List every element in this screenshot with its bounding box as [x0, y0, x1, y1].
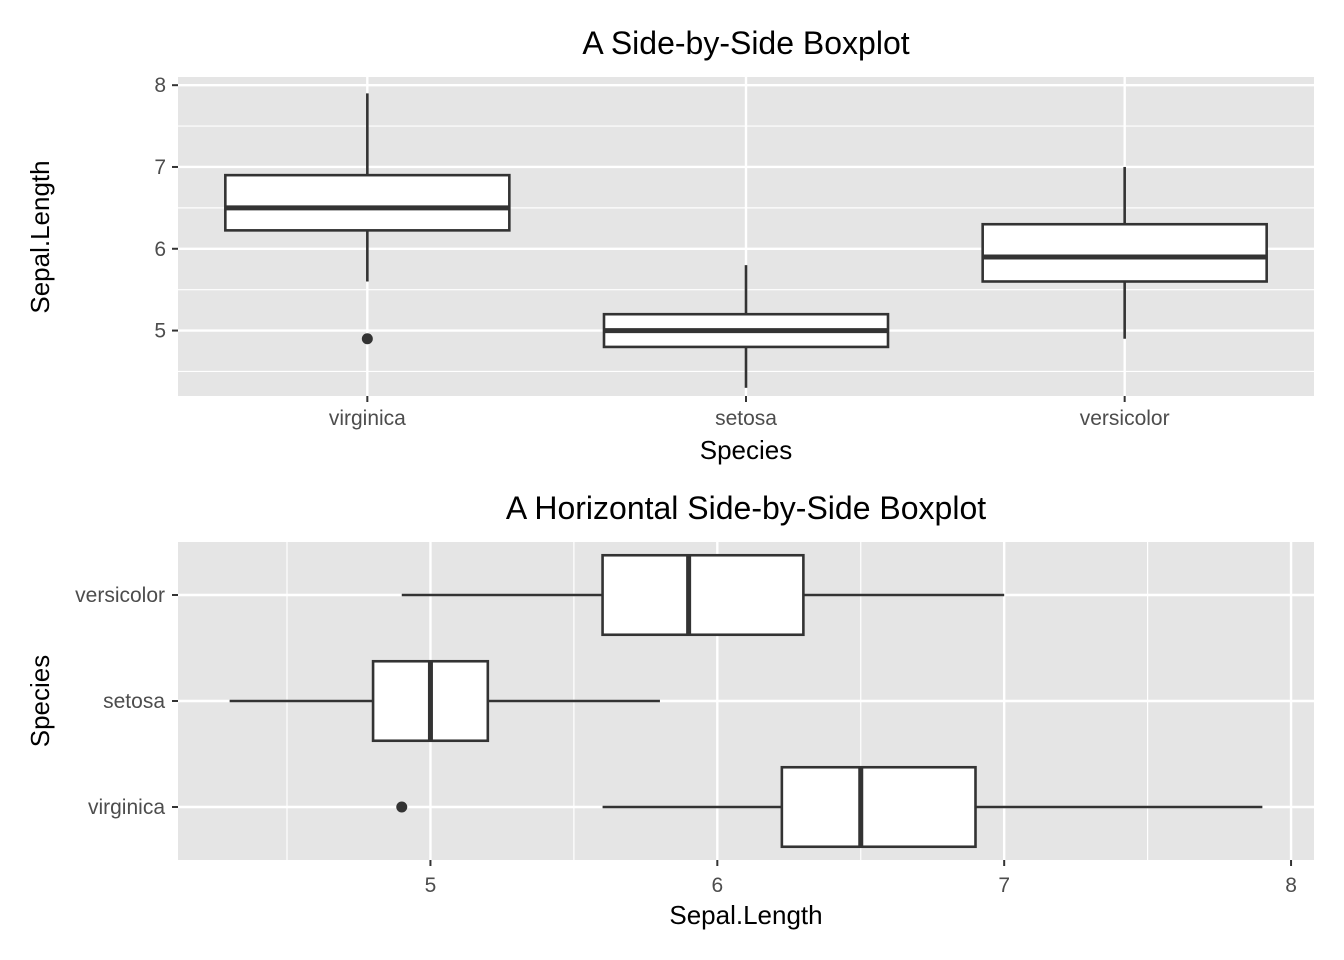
- y-tick-label: 5: [154, 320, 166, 343]
- y-axis-title: Sepal.Length: [25, 160, 55, 313]
- x-axis-title: Species: [700, 435, 793, 465]
- box-setosa: [229, 659, 660, 743]
- y-tick-label: versicolor: [75, 584, 165, 607]
- iqr-box: [780, 765, 977, 849]
- outlier-point: [396, 801, 408, 813]
- x-tick-label: 6: [711, 874, 723, 897]
- vertical-boxplot-chart: A Side-by-Side Boxplot 5 6 7 8 virginica set…: [25, 25, 1314, 465]
- chart-title: A Side-by-Side Boxplot: [582, 25, 909, 61]
- box-versicolor: [401, 553, 1005, 637]
- box-versicolor: [981, 166, 1268, 339]
- y-tick-label: 8: [154, 74, 166, 97]
- y-axis-title: Species: [25, 655, 55, 748]
- box-virginica: [224, 93, 511, 345]
- iqr-box: [981, 222, 1268, 283]
- outlier-point: [361, 333, 373, 345]
- y-axis: virginica setosa versicolor: [75, 584, 178, 819]
- x-tick-label: virginica: [329, 407, 406, 430]
- box-setosa: [602, 265, 890, 388]
- box-virginica: [396, 765, 1263, 849]
- x-axis-title: Sepal.Length: [669, 900, 822, 930]
- y-tick-label: virginica: [88, 796, 165, 819]
- x-tick-label: 5: [425, 874, 437, 897]
- y-tick-label: 6: [154, 238, 166, 261]
- x-axis: virginica setosa versicolor: [329, 396, 1170, 430]
- horizontal-boxplot-chart: A Horizontal Side-by-Side Boxplot virgin…: [25, 490, 1314, 930]
- x-tick-label: versicolor: [1080, 407, 1170, 430]
- x-tick-label: 7: [998, 874, 1010, 897]
- chart-title: A Horizontal Side-by-Side Boxplot: [506, 490, 986, 526]
- box-series: [229, 553, 1263, 849]
- iqr-box: [601, 553, 805, 637]
- box-series: [224, 93, 1268, 388]
- y-axis: 5 6 7 8: [154, 74, 178, 343]
- x-axis: 5 6 7 8: [425, 860, 1297, 897]
- iqr-box: [224, 173, 511, 232]
- x-tick-label: 8: [1285, 874, 1297, 897]
- x-tick-label: setosa: [715, 407, 777, 430]
- y-tick-label: 7: [154, 156, 166, 179]
- y-tick-label: setosa: [103, 690, 165, 713]
